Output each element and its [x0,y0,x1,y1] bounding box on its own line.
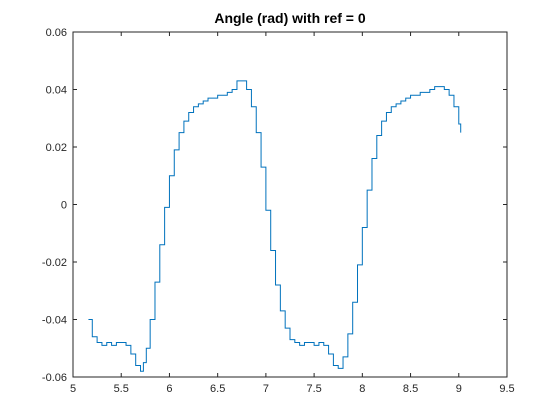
x-tick-label: 9 [456,383,462,395]
x-tick-label: 7 [263,383,269,395]
chart-title: Angle (rad) with ref = 0 [214,10,366,26]
y-axis-ticks: -0.06 -0.04 -0.02 0 0.02 0.04 0.06 [42,27,507,384]
y-tick-label: -0.02 [42,257,67,269]
y-tick-label: 0.06 [46,27,67,39]
x-tick-label: 8 [359,383,365,395]
x-tick-label: 5 [70,383,76,395]
x-tick-label: 7.5 [306,383,321,395]
x-tick-label: 9.5 [499,383,514,395]
y-tick-label: 0 [61,200,67,212]
y-tick-label: 0.02 [46,142,67,154]
series-layer [88,80,462,372]
x-tick-label: 6 [166,383,172,395]
y-tick-label: -0.04 [42,315,67,327]
x-axis-ticks: 5 5.5 6 6.5 7 7.5 8 8.5 9 9.5 [70,32,515,395]
x-tick-label: 8.5 [403,383,418,395]
x-tick-label: 6.5 [210,383,225,395]
series-line-0 [88,80,462,372]
plot-area-background [73,32,507,377]
y-tick-label: -0.06 [42,372,67,384]
y-tick-label: 0.04 [46,85,67,97]
x-tick-label: 5.5 [114,383,129,395]
